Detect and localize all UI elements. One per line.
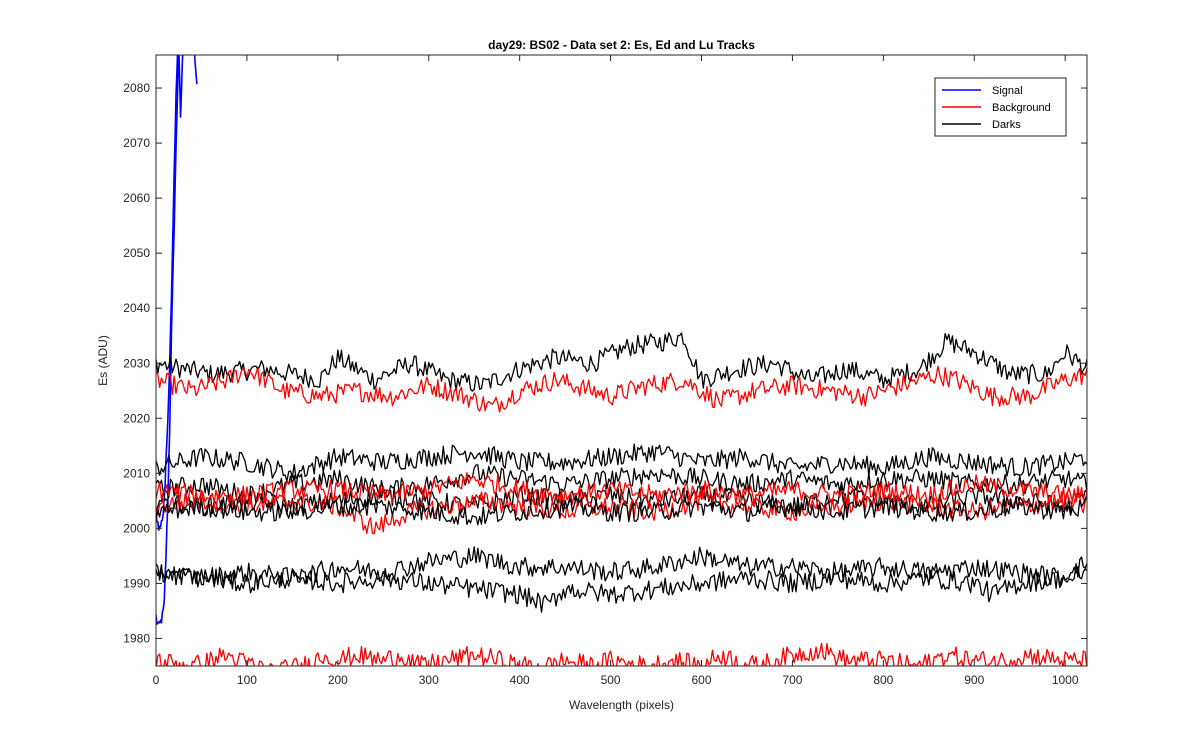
y-tick-label: 2020	[123, 411, 150, 425]
y-axis-label: Es (ADU)	[96, 335, 110, 386]
series-line-signal	[156, 55, 179, 531]
x-tick-label: 200	[328, 673, 348, 687]
x-tick-label: 1000	[1052, 673, 1079, 687]
x-axis-label: Wavelength (pixels)	[569, 698, 674, 712]
axes-box	[155, 54, 1088, 667]
x-axis: 0 100 200 300 400 500 600 700 800 900 1000	[153, 55, 1079, 687]
series-line-background	[156, 472, 1087, 506]
y-tick-label: 2030	[123, 356, 150, 370]
series-line-signal	[156, 55, 198, 625]
x-tick-label: 400	[510, 673, 530, 687]
y-tick-label: 2060	[123, 191, 150, 205]
series-line-background	[156, 642, 1087, 666]
legend: Signal Background Darks	[934, 77, 1067, 137]
y-tick-label: 2010	[123, 466, 150, 480]
legend-label: Darks	[992, 119, 1021, 131]
series-line-darks	[156, 496, 1087, 526]
legend-label: Signal	[992, 85, 1023, 97]
y-tick-label: 2050	[123, 246, 150, 260]
x-tick-label: 0	[153, 673, 160, 687]
series-line-darks	[156, 564, 1087, 613]
legend-label: Background	[992, 102, 1051, 114]
x-tick-label: 700	[782, 673, 802, 687]
y-tick-label: 1990	[123, 576, 150, 590]
y-tick-label: 2080	[123, 81, 150, 95]
series-line-background	[156, 365, 1087, 413]
y-tick-label: 2070	[123, 136, 150, 150]
x-tick-label: 100	[237, 673, 257, 687]
series-line-darks	[156, 443, 1087, 482]
x-tick-label: 600	[691, 673, 711, 687]
x-tick-label: 500	[601, 673, 621, 687]
x-tick-label: 300	[419, 673, 439, 687]
x-tick-label: 900	[964, 673, 984, 687]
y-axis: 1980 1990 2000 2010 2020 2030 2040 2050 2060 2070…	[123, 81, 1087, 645]
x-tick-label: 800	[873, 673, 893, 687]
series-line-darks	[156, 332, 1087, 392]
y-tick-label: 1980	[123, 631, 150, 645]
series-layer	[156, 55, 1087, 666]
chart-title: day29: BS02 - Data set 2: Es, Ed and Lu …	[488, 38, 755, 52]
series-line-background	[156, 491, 1087, 535]
y-tick-label: 2000	[123, 521, 150, 535]
y-tick-label: 2040	[123, 301, 150, 315]
